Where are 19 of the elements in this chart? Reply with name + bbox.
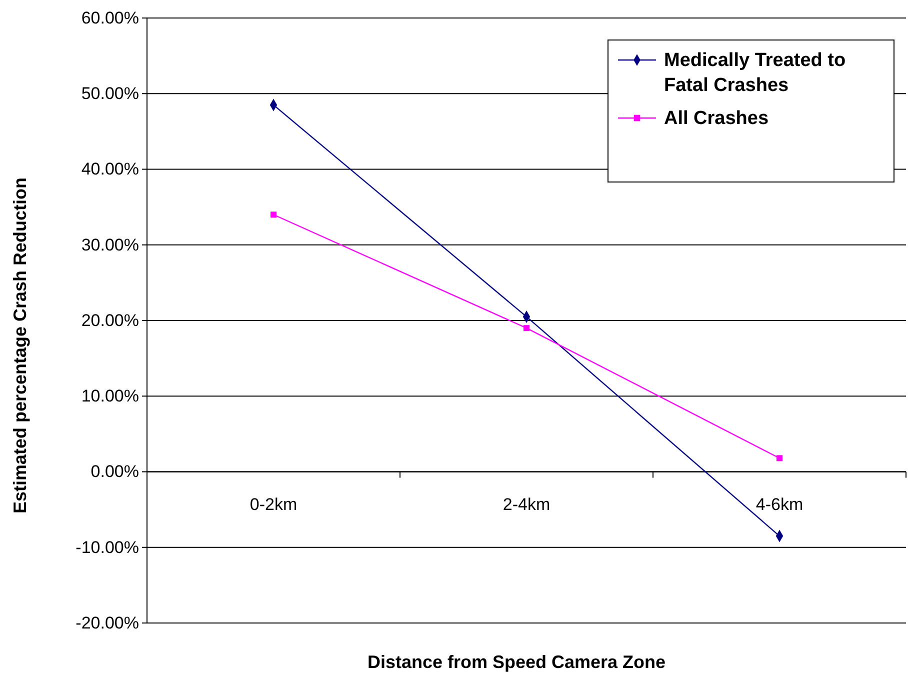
y-tick-label: 30.00% [81, 235, 139, 254]
y-tick-label: 40.00% [81, 160, 139, 179]
y-tick-label: -20.00% [76, 613, 139, 632]
y-tick-label: -10.00% [76, 538, 139, 557]
x-axis-title: Distance from Speed Camera Zone [367, 652, 666, 672]
y-tick-label: 10.00% [81, 386, 139, 406]
legend-label: All Crashes [664, 108, 769, 129]
point [524, 325, 530, 332]
point [776, 455, 782, 462]
legend-label: Medically Treated to Fatal Crashes [664, 50, 846, 96]
y-axis-title: Estimated percentage Crash Reduction [10, 177, 30, 514]
y-tick-label: 20.00% [81, 310, 139, 330]
x-tick-label: 0-2km [250, 494, 298, 514]
y-tick-label: 60.00% [81, 8, 139, 28]
y-tick-label: 50.00% [81, 84, 139, 104]
point [270, 212, 276, 218]
y-tick-label: 0.00% [90, 462, 139, 482]
x-tick-label: 2-4km [502, 494, 550, 514]
x-tick-label: 4-6km [756, 494, 804, 514]
